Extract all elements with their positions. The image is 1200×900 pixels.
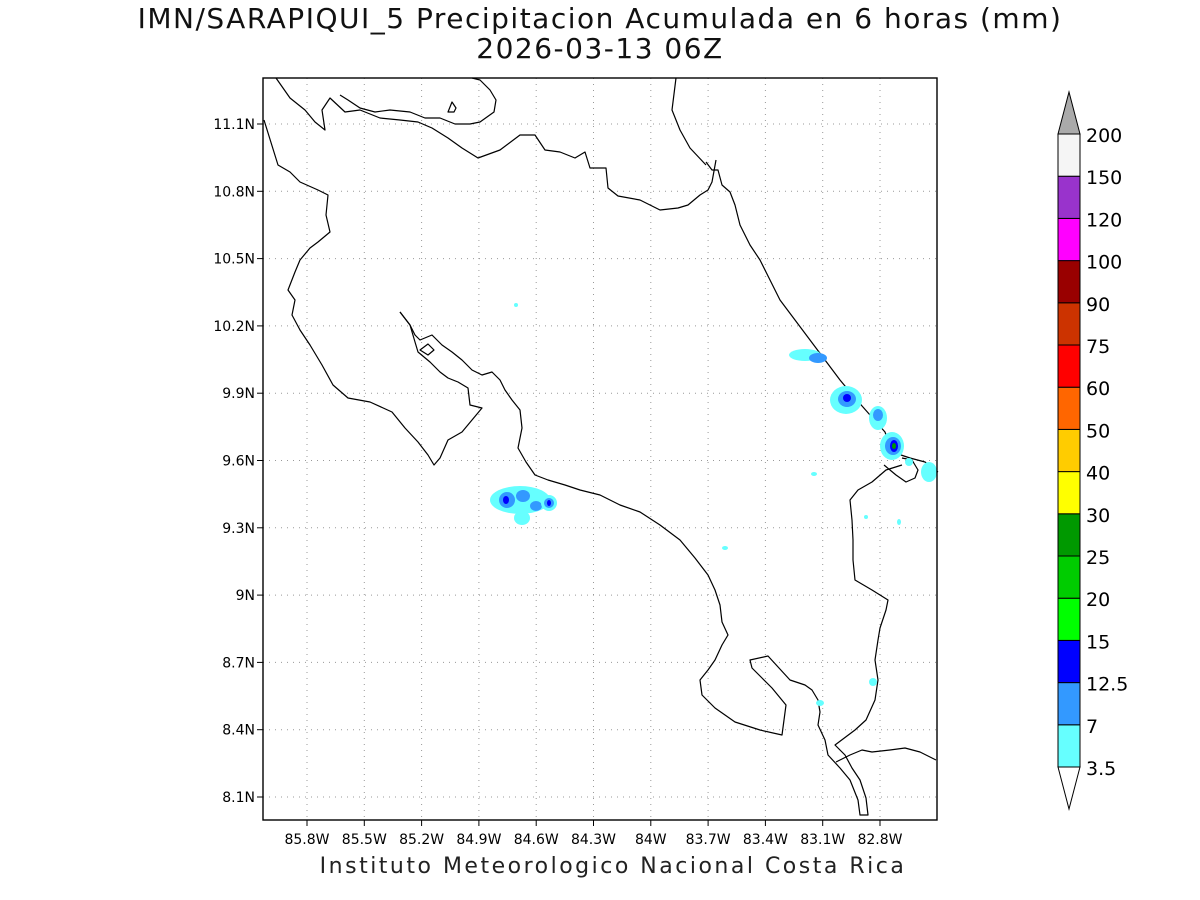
caribbean-coast xyxy=(705,161,939,473)
colorbar-swatch xyxy=(1057,555,1081,599)
colorbar-swatch xyxy=(1057,302,1081,346)
colorbar-swatch xyxy=(1057,724,1081,768)
rain-cell xyxy=(905,458,913,466)
colorbar-extend-high xyxy=(1057,90,1081,135)
lat-label: 8.7N xyxy=(222,655,255,671)
lat-label: 9N xyxy=(236,588,255,604)
lake-nicaragua-islet xyxy=(447,101,457,113)
rain-cell xyxy=(514,303,518,307)
colorbar-label: 20 xyxy=(1086,589,1110,611)
precipitation-field xyxy=(490,303,937,706)
colorbar-label: 120 xyxy=(1086,209,1122,231)
rain-cell xyxy=(811,472,817,476)
lon-label: 83.4W xyxy=(743,832,788,848)
lat-label: 9.3N xyxy=(222,521,255,537)
lon-label: 84.3W xyxy=(571,832,616,848)
colorbar-swatch xyxy=(1057,386,1081,430)
lon-label: 84W xyxy=(635,832,667,848)
lon-label: 85.5W xyxy=(342,832,387,848)
lat-label: 8.4N xyxy=(222,723,255,739)
colorbar-swatch xyxy=(1057,513,1081,557)
rain-cell xyxy=(816,700,824,706)
map-frame xyxy=(262,77,938,821)
colorbar-label: 12.5 xyxy=(1086,674,1128,696)
nicaragua-coast-north xyxy=(339,77,497,125)
rain-cell xyxy=(547,500,551,506)
colorbar-label: 25 xyxy=(1086,547,1110,569)
longitude-labels: 85.8W 85.5W 85.2W 84.9W 84.6W 84.3W 84W 83.7W 83… xyxy=(284,820,903,848)
rain-cell xyxy=(892,443,896,449)
map-gridlines xyxy=(263,78,937,820)
lat-label: 9.9N xyxy=(222,386,255,402)
rain-cell xyxy=(530,501,542,511)
rain-cell xyxy=(873,409,883,421)
pacific-coast-central xyxy=(399,311,903,816)
lon-label: 85.2W xyxy=(399,832,444,848)
rain-cell xyxy=(843,394,851,402)
lat-label: 10.5N xyxy=(213,252,255,268)
rain-cell xyxy=(809,353,827,363)
rain-cell xyxy=(864,515,868,519)
colorbar-swatch xyxy=(1057,260,1081,304)
colorbar: 3.5 7 12.5 15 20 25 30 40 50 60 75 90 100 120 150 200 xyxy=(1057,90,1128,811)
colorbar-extend-low xyxy=(1057,766,1081,811)
lon-label: 85.8W xyxy=(284,832,329,848)
rain-cell xyxy=(869,678,877,686)
panama-coast xyxy=(835,747,937,763)
pacific-coast-nicoya xyxy=(263,119,483,466)
lat-label: 10.8N xyxy=(213,184,255,200)
colorbar-label: 15 xyxy=(1086,631,1110,653)
colorbar-label: 30 xyxy=(1086,505,1110,527)
colorbar-swatch xyxy=(1057,471,1081,515)
lat-label: 9.6N xyxy=(222,454,255,470)
colorbar-label: 150 xyxy=(1086,167,1122,189)
lon-label: 82.8W xyxy=(857,832,902,848)
colorbar-label: 90 xyxy=(1086,294,1110,316)
colorbar-swatch xyxy=(1057,639,1081,684)
lon-label: 83.7W xyxy=(686,832,731,848)
rain-cell xyxy=(503,496,509,504)
lon-label: 84.6W xyxy=(514,832,559,848)
colorbar-label: 200 xyxy=(1086,125,1122,147)
lat-label: 10.2N xyxy=(213,319,255,335)
rain-cell xyxy=(722,546,728,550)
lat-label: 8.1N xyxy=(222,790,255,806)
colorbar-label: 3.5 xyxy=(1086,758,1116,780)
rain-cell xyxy=(897,519,901,525)
rain-cell xyxy=(514,511,530,525)
coastline xyxy=(263,77,939,816)
colorbar-swatch xyxy=(1057,175,1081,219)
rain-cell xyxy=(921,462,937,482)
latitude-labels: 11.1N 10.8N 10.5N 10.2N 9.9N 9.6N 9.3N 9N 8.7N 8.… xyxy=(213,117,263,806)
credit-footer: Instituto Meteorologico Nacional Costa R… xyxy=(319,854,907,879)
colorbar-swatch xyxy=(1057,133,1081,177)
lat-label: 11.1N xyxy=(213,117,255,133)
lon-label: 84.9W xyxy=(456,832,501,848)
colorbar-swatch xyxy=(1057,344,1081,388)
rain-cell xyxy=(516,490,530,502)
colorbar-label: 7 xyxy=(1086,716,1098,738)
valid-time: 2026-03-13 06Z xyxy=(476,32,724,65)
lon-label: 83.1W xyxy=(800,832,845,848)
colorbar-swatch xyxy=(1057,428,1081,473)
colorbar-label: 100 xyxy=(1086,252,1122,274)
colorbar-swatch xyxy=(1057,217,1081,262)
colorbar-label: 75 xyxy=(1086,336,1110,358)
colorbar-swatch xyxy=(1057,597,1081,641)
gulf-of-nicoya-island xyxy=(419,343,435,356)
colorbar-swatch xyxy=(1057,682,1081,726)
colorbar-label: 60 xyxy=(1086,378,1110,400)
nicaragua-border xyxy=(275,77,717,211)
map-title: IMN/SARAPIQUI_5 Precipitacion Acumulada … xyxy=(137,2,1063,35)
colorbar-label: 40 xyxy=(1086,463,1110,485)
colorbar-label: 50 xyxy=(1086,420,1110,442)
nicaragua-coast-east xyxy=(671,77,707,166)
